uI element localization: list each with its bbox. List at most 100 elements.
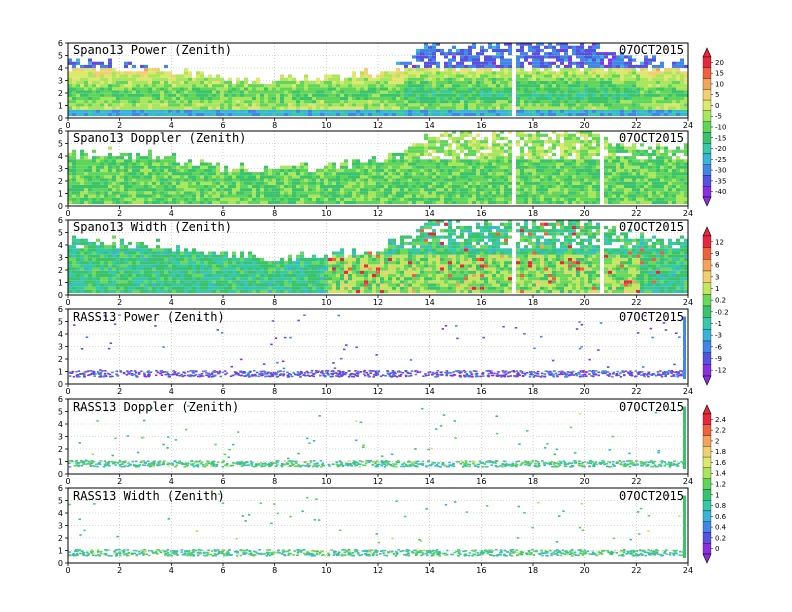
data-cell — [484, 146, 488, 150]
data-cell — [464, 93, 468, 97]
data-cell — [536, 58, 540, 62]
data-cell — [560, 103, 564, 107]
data-cell — [388, 112, 392, 117]
data-cell — [420, 77, 424, 81]
data-cell — [184, 172, 188, 176]
data-cell — [520, 131, 524, 134]
data-cell — [124, 200, 128, 205]
data-cell — [416, 112, 420, 117]
data-cell — [452, 168, 456, 173]
data-cell — [680, 181, 684, 185]
data-cell — [604, 103, 608, 107]
data-cell — [96, 159, 100, 163]
data-cell — [200, 71, 204, 75]
data-cell — [548, 194, 552, 198]
data-cell — [648, 168, 652, 173]
data-cell — [376, 194, 380, 198]
data-cell — [364, 162, 368, 166]
data-cell — [436, 96, 440, 101]
data-cell — [584, 156, 588, 160]
data-cell — [496, 200, 500, 205]
data-cell — [636, 100, 640, 104]
data-cell — [380, 165, 384, 169]
data-cell — [504, 168, 508, 173]
data-cell — [136, 112, 140, 117]
data-cell — [336, 93, 340, 97]
data-cell — [128, 152, 132, 157]
data-cell — [492, 191, 496, 195]
data-cell — [180, 84, 184, 88]
data-cell — [80, 175, 84, 179]
data-cell — [576, 156, 580, 160]
data-cell — [384, 100, 388, 104]
data-cell — [544, 93, 548, 97]
data-cell — [304, 96, 308, 101]
data-cell — [364, 200, 368, 205]
data-cell — [136, 188, 140, 192]
data-cell — [480, 109, 484, 113]
data-cell — [436, 106, 440, 110]
data-cell — [492, 58, 496, 62]
data-cell — [616, 68, 620, 72]
data-cell — [152, 191, 156, 195]
data-cell — [540, 55, 544, 59]
data-cell — [684, 149, 688, 153]
data-cell — [92, 172, 96, 176]
data-cell — [524, 172, 528, 176]
data-cell — [684, 194, 688, 198]
data-cell — [392, 100, 396, 104]
data-cell — [96, 162, 100, 166]
data-cell — [616, 90, 620, 94]
data-cell — [420, 178, 424, 182]
data-cell — [196, 191, 200, 195]
data-cell — [424, 106, 428, 110]
data-cell — [72, 197, 76, 201]
data-cell — [216, 191, 220, 195]
data-cell — [224, 84, 228, 88]
data-cell — [480, 197, 484, 201]
data-cell — [360, 188, 364, 192]
data-cell — [564, 197, 568, 201]
data-cell — [472, 71, 476, 75]
data-cell — [228, 80, 232, 85]
data-cell — [164, 188, 168, 192]
data-cell — [468, 181, 472, 185]
data-cell — [640, 159, 644, 163]
data-cell — [568, 175, 572, 179]
data-cell — [476, 149, 480, 153]
data-cell — [292, 103, 296, 107]
data-cell — [108, 61, 112, 65]
data-cell — [180, 184, 184, 189]
data-cell — [76, 188, 80, 192]
data-cell — [572, 100, 576, 104]
data-cell — [588, 96, 592, 101]
data-cell — [88, 68, 92, 72]
data-cell — [440, 84, 444, 88]
data-cell — [508, 184, 512, 189]
data-cell — [492, 149, 496, 153]
data-cell — [364, 68, 368, 72]
data-cell — [456, 181, 460, 185]
data-cell — [392, 197, 396, 201]
data-cell — [96, 168, 100, 173]
data-cell — [588, 93, 592, 97]
data-cell — [448, 58, 452, 62]
data-cell — [624, 156, 628, 160]
data-cell — [116, 162, 120, 166]
data-cell — [240, 96, 244, 101]
data-cell — [128, 90, 132, 94]
data-cell — [264, 103, 268, 107]
data-cell — [600, 90, 604, 94]
data-cell — [520, 90, 524, 94]
data-cell — [484, 64, 488, 69]
data-cell — [464, 80, 468, 85]
data-cell — [616, 96, 620, 101]
data-cell — [248, 109, 252, 113]
data-cell — [284, 109, 288, 113]
data-cell — [584, 90, 588, 94]
data-cell — [532, 71, 536, 75]
data-cell — [248, 181, 252, 185]
data-cell — [652, 152, 656, 157]
data-cell — [456, 52, 460, 56]
data-cell — [680, 197, 684, 201]
